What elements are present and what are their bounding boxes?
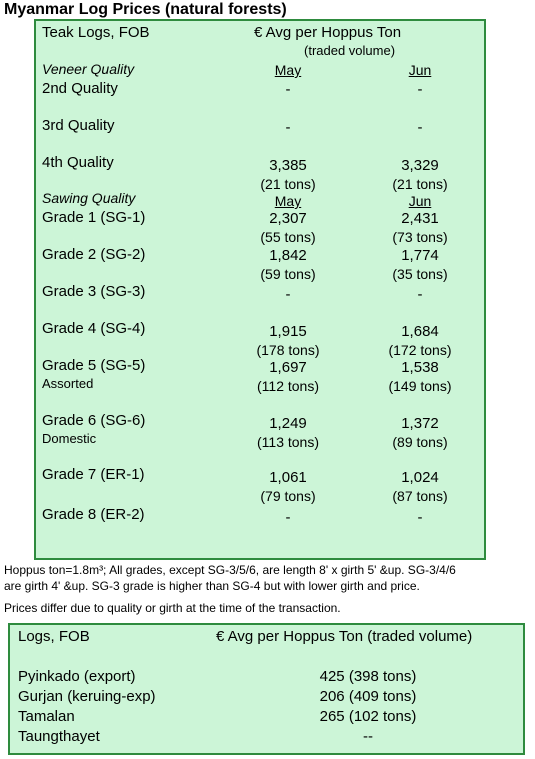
may-value: - (285, 119, 291, 136)
jun-value: 1,024 (401, 469, 439, 486)
log-label: Tamalan (18, 708, 75, 725)
row-label: 2nd Quality (42, 80, 118, 97)
may-tons: (79 tons) (260, 488, 316, 504)
may-value: 1,249 (269, 415, 307, 432)
jun-value: - (417, 286, 423, 303)
jun-value: 2,431 (401, 210, 439, 227)
col-jun-2: Jun (408, 193, 432, 209)
row-label: Grade 2 (SG-2) (42, 246, 146, 263)
logs-header-left: Logs, FOB (18, 628, 90, 645)
sawing-quality-label: Sawing Quality (42, 190, 136, 206)
may-tons: (59 tons) (260, 266, 316, 282)
may-value: - (285, 286, 291, 303)
note-line-1: Hoppus ton=1.8m³; All grades, except SG-… (4, 563, 456, 577)
may-tons: (113 tons) (257, 434, 319, 450)
log-label: Pyinkado (export) (18, 668, 136, 685)
jun-tons: (89 tons) (392, 434, 448, 450)
jun-value: 3,329 (401, 157, 439, 174)
jun-tons: (87 tons) (392, 488, 448, 504)
may-value: 2,307 (269, 210, 307, 227)
page-title: Myanmar Log Prices (natural forests) (4, 1, 287, 18)
may-value: 1,061 (269, 469, 307, 486)
may-tons: (178 tons) (256, 342, 320, 358)
jun-value: 1,538 (401, 359, 439, 376)
jun-value: 1,774 (401, 247, 439, 264)
log-label: Gurjan (keruing-exp) (18, 688, 156, 705)
row-label: Grade 7 (ER-1) (42, 466, 145, 483)
logs-fob-table: Logs, FOB € Avg per Hoppus Ton (traded v… (8, 623, 525, 755)
note-line-3: Prices differ due to quality or girth at… (4, 601, 341, 615)
jun-value: 1,372 (401, 415, 439, 432)
log-value: 206 (409 tons) (319, 688, 417, 705)
row-label: 4th Quality (42, 154, 114, 171)
row-label: Grade 4 (SG-4) (42, 320, 146, 337)
row-sublabel: Domestic (42, 431, 97, 446)
col-jun: Jun (408, 62, 432, 78)
col-may: May (274, 62, 302, 78)
may-value: - (285, 81, 291, 98)
jun-value: - (417, 119, 423, 136)
may-value: 1,915 (269, 323, 307, 340)
note-line-2: are girth 4' &up. SG-3 grade is higher t… (4, 579, 420, 593)
logs-header-right: € Avg per Hoppus Ton (traded volume) (216, 628, 473, 645)
teak-header-sub: (traded volume) (304, 43, 396, 58)
row-label: Grade 8 (ER-2) (42, 506, 145, 523)
row-label: Grade 3 (SG-3) (42, 283, 146, 300)
teak-header-right: € Avg per Hoppus Ton (254, 24, 402, 41)
log-value: 265 (102 tons) (319, 708, 417, 725)
may-value: 1,697 (269, 359, 307, 376)
log-label: Taungthayet (18, 728, 100, 745)
teak-log-prices-table: Teak Logs, FOB € Avg per Hoppus Ton (tra… (34, 19, 486, 560)
log-value: -- (363, 728, 373, 745)
row-label: Grade 5 (SG-5) (42, 357, 146, 374)
jun-value: 1,684 (401, 323, 439, 340)
row-label: 3rd Quality (42, 117, 115, 134)
jun-tons: (35 tons) (392, 266, 448, 282)
jun-value: - (417, 509, 423, 526)
may-value: - (285, 509, 291, 526)
may-tons: (112 tons) (257, 378, 319, 394)
may-value: 1,842 (269, 247, 307, 264)
row-label: Grade 6 (SG-6) (42, 412, 146, 429)
may-tons: (21 tons) (260, 176, 316, 192)
jun-tons: (73 tons) (392, 229, 448, 245)
row-sublabel: Assorted (42, 376, 94, 391)
may-tons: (55 tons) (260, 229, 316, 245)
jun-tons: (21 tons) (392, 176, 448, 192)
jun-tons: (149 tons) (388, 378, 452, 394)
may-value: 3,385 (269, 157, 307, 174)
teak-header-left: Teak Logs, FOB (42, 24, 150, 41)
jun-tons: (172 tons) (388, 342, 452, 358)
row-label: Grade 1 (SG-1) (42, 209, 146, 226)
log-value: 425 (398 tons) (319, 668, 417, 685)
jun-value: - (417, 81, 423, 98)
veneer-quality-label: Veneer Quality (42, 61, 135, 77)
col-may-2: May (274, 193, 302, 209)
